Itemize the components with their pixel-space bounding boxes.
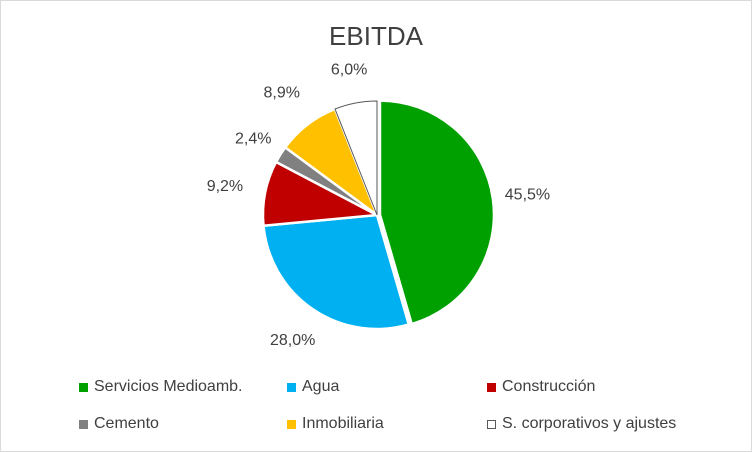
pie-slice-servicios-medioamb xyxy=(378,99,496,326)
legend-swatch xyxy=(487,419,496,429)
legend-item-s-corporativos-y-ajustes: S. corporativos y ajustes xyxy=(487,415,676,433)
legend-swatch xyxy=(287,419,296,429)
legend-label: S. corporativos y ajustes xyxy=(502,415,677,432)
legend-swatch xyxy=(287,382,296,392)
data-label-s-corporativos-y-ajustes: 6,0% xyxy=(331,62,367,79)
pie-slice-s-corporativos-y-ajustes xyxy=(334,100,378,216)
legend-item-agua: Agua xyxy=(287,378,339,396)
legend-item-cemento: Cemento xyxy=(79,415,159,433)
chart-title: EBITDA xyxy=(329,21,423,51)
legend-label: Servicios Medioamb. xyxy=(94,378,243,395)
pie-slice-agua xyxy=(262,213,411,331)
legend-swatch xyxy=(487,382,496,392)
legend-label: Inmobiliaria xyxy=(302,415,384,432)
data-label-inmobiliaria: 8,9% xyxy=(264,84,300,101)
data-label-servicios-medioamb: 45,5% xyxy=(505,187,550,204)
legend-item-construccion: Construcción xyxy=(487,378,595,396)
legend-item-servicios-medioamb: Servicios Medioamb. xyxy=(79,378,243,396)
legend-label: Cemento xyxy=(94,415,159,432)
legend-swatch xyxy=(79,419,88,429)
legend-swatch xyxy=(79,382,88,392)
data-label-agua: 28,0% xyxy=(270,332,315,349)
data-label-cemento: 2,4% xyxy=(235,131,271,148)
legend-label: Agua xyxy=(302,378,340,395)
legend-label: Construcción xyxy=(502,378,596,395)
data-label-construccion: 9,2% xyxy=(207,178,243,195)
legend-item-inmobiliaria: Inmobiliaria xyxy=(287,415,384,433)
